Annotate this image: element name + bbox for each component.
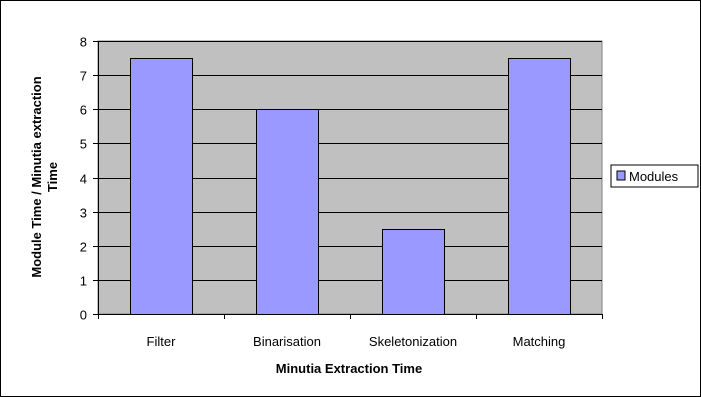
y-tick-label-1: 1 — [80, 274, 87, 289]
x-tick-label-binarisation: Binarisation — [253, 334, 321, 349]
x-tick-label-filter: Filter — [147, 334, 177, 349]
x-tick-label-matching: Matching — [513, 334, 566, 349]
y-axis-title-line-2: Time — [45, 162, 60, 192]
bar-skeletonization — [382, 229, 445, 315]
x-tick-label-skeletonization: Skeletonization — [369, 334, 457, 349]
y-tick-label-7: 7 — [80, 69, 87, 84]
bar-matching — [508, 58, 571, 315]
y-tick-label-6: 6 — [80, 103, 87, 118]
y-tick-label-3: 3 — [80, 206, 87, 221]
legend-box — [610, 164, 699, 188]
y-axis-title-line-1: Module Time / Minutia extraction — [29, 76, 44, 277]
bar-binarisation — [256, 109, 319, 315]
y-tick-label-5: 5 — [80, 137, 87, 152]
legend-swatch-modules — [616, 170, 626, 181]
legend-label-modules: Modules — [629, 169, 679, 184]
y-tick-label-4: 4 — [80, 172, 87, 187]
x-axis-title: Minutia Extraction Time — [276, 361, 422, 376]
bar-filter — [130, 58, 193, 315]
y-tick-label-2: 2 — [80, 240, 87, 255]
legend: Modules — [610, 164, 699, 188]
y-tick-label-8: 8 — [80, 35, 87, 50]
y-tick-label-0: 0 — [80, 308, 87, 323]
